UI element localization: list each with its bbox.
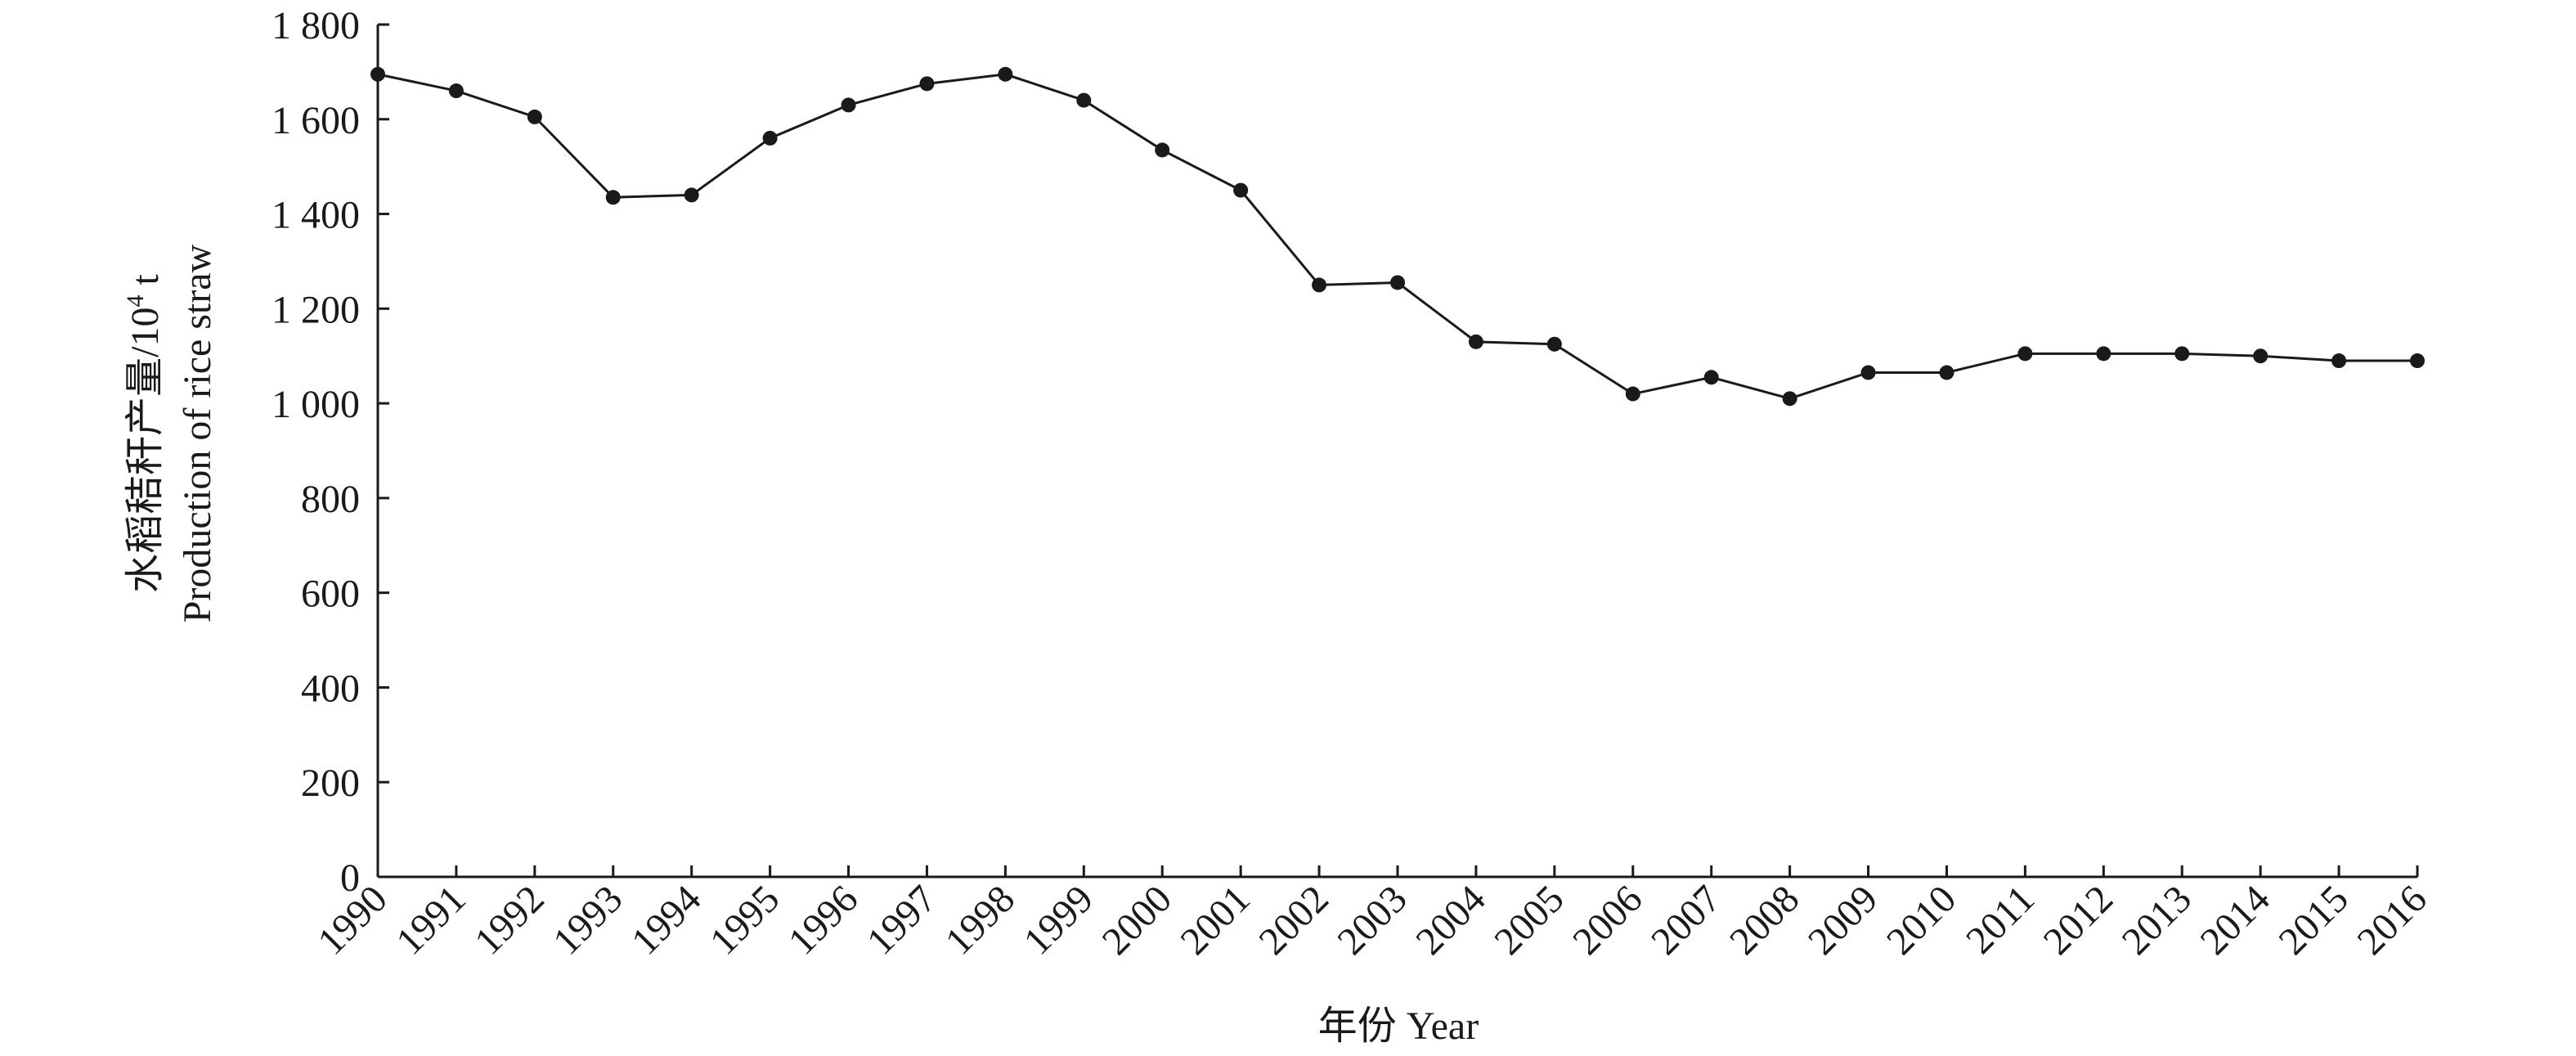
y-tick-label: 1 600	[272, 99, 360, 142]
y-axis-title: 水稻秸秆产量/104 t Production of rice straw	[122, 244, 219, 622]
x-axis: 1990199119921993199419951996199719981999…	[309, 865, 2435, 964]
y-axis-title-superscript: 4	[122, 295, 149, 308]
data-point	[1782, 391, 1797, 407]
data-point	[1155, 142, 1170, 158]
data-point	[919, 76, 935, 92]
x-tick-label: 2012	[2035, 877, 2121, 963]
y-tick-label: 400	[301, 667, 360, 710]
x-tick-label: 2000	[1094, 877, 1180, 963]
y-tick-label: 1 400	[272, 194, 360, 237]
data-point	[2174, 346, 2190, 362]
x-tick-label: 1997	[859, 877, 945, 963]
x-tick-label: 2014	[2192, 877, 2278, 963]
data-point	[1390, 275, 1405, 290]
data-point	[1233, 182, 1249, 198]
x-tick-label: 1990	[309, 877, 395, 963]
x-tick-label: 2011	[1958, 877, 2043, 962]
x-tick-label: 2015	[2270, 877, 2356, 963]
y-axis-title-cn: 水稻秸秆产量/104 t	[122, 274, 167, 593]
x-tick-label: 2003	[1329, 877, 1415, 963]
x-axis-title: 年份 Year	[1318, 1004, 1479, 1048]
y-tick-label: 600	[301, 573, 360, 616]
x-tick-label: 2009	[1800, 877, 1886, 963]
x-tick-label: 2005	[1486, 877, 1572, 963]
x-tick-label: 2013	[2114, 877, 2200, 963]
data-point	[1468, 334, 1483, 349]
y-tick-label: 800	[301, 478, 360, 521]
data-point	[762, 130, 778, 146]
x-tick-label: 1994	[623, 877, 709, 963]
data-point	[1703, 370, 1719, 385]
data-point	[1939, 365, 1954, 380]
data-point	[448, 83, 464, 99]
data-point	[684, 187, 699, 203]
x-tick-label: 1991	[388, 877, 473, 963]
data-point	[998, 66, 1013, 82]
x-tick-label: 2006	[1564, 877, 1650, 963]
y-axis: 0 200 400 600 800 1 000 1 200 1 400 1 600 1 800	[272, 4, 389, 900]
data-point	[605, 190, 621, 205]
series-group	[370, 66, 2425, 407]
data-point	[2331, 353, 2347, 369]
x-tick-label: 1993	[545, 877, 631, 963]
y-axis-title-en: Production of rice straw	[176, 244, 219, 622]
y-tick-label: 1 800	[272, 4, 360, 47]
x-tick-label: 1998	[937, 877, 1023, 963]
data-point	[841, 97, 856, 113]
series-line	[377, 73, 2417, 400]
y-tick-label: 1 200	[272, 288, 360, 331]
data-point	[527, 109, 542, 124]
y-tick-label: 200	[301, 762, 360, 805]
x-tick-label: 2001	[1173, 877, 1259, 963]
data-point	[1860, 365, 1876, 380]
data-point	[2253, 348, 2269, 364]
data-point	[2017, 346, 2033, 362]
x-tick-label: 2004	[1407, 877, 1493, 963]
x-tick-label: 2008	[1721, 877, 1807, 963]
y-tick-label: 0	[340, 856, 360, 900]
x-tick-label: 1995	[702, 877, 788, 963]
x-tick-label: 2010	[1878, 877, 1964, 963]
data-point	[1076, 92, 1092, 108]
data-point	[1625, 386, 1640, 402]
y-axis-title-cn-text: 水稻秸秆产量/10	[123, 308, 167, 593]
data-point	[2410, 353, 2425, 369]
data-point	[1546, 336, 1562, 352]
x-tick-label: 1999	[1016, 877, 1102, 963]
data-point	[370, 66, 385, 82]
x-tick-label: 2007	[1643, 877, 1729, 963]
data-point	[1312, 277, 1327, 293]
y-tick-label: 1 000	[272, 383, 360, 426]
x-tick-label: 2002	[1250, 877, 1336, 963]
data-point	[2096, 346, 2112, 362]
y-axis-title-unit: t	[123, 274, 167, 295]
x-tick-label: 1992	[466, 877, 552, 963]
x-tick-label: 2016	[2349, 877, 2435, 963]
x-tick-label: 1996	[780, 877, 866, 963]
